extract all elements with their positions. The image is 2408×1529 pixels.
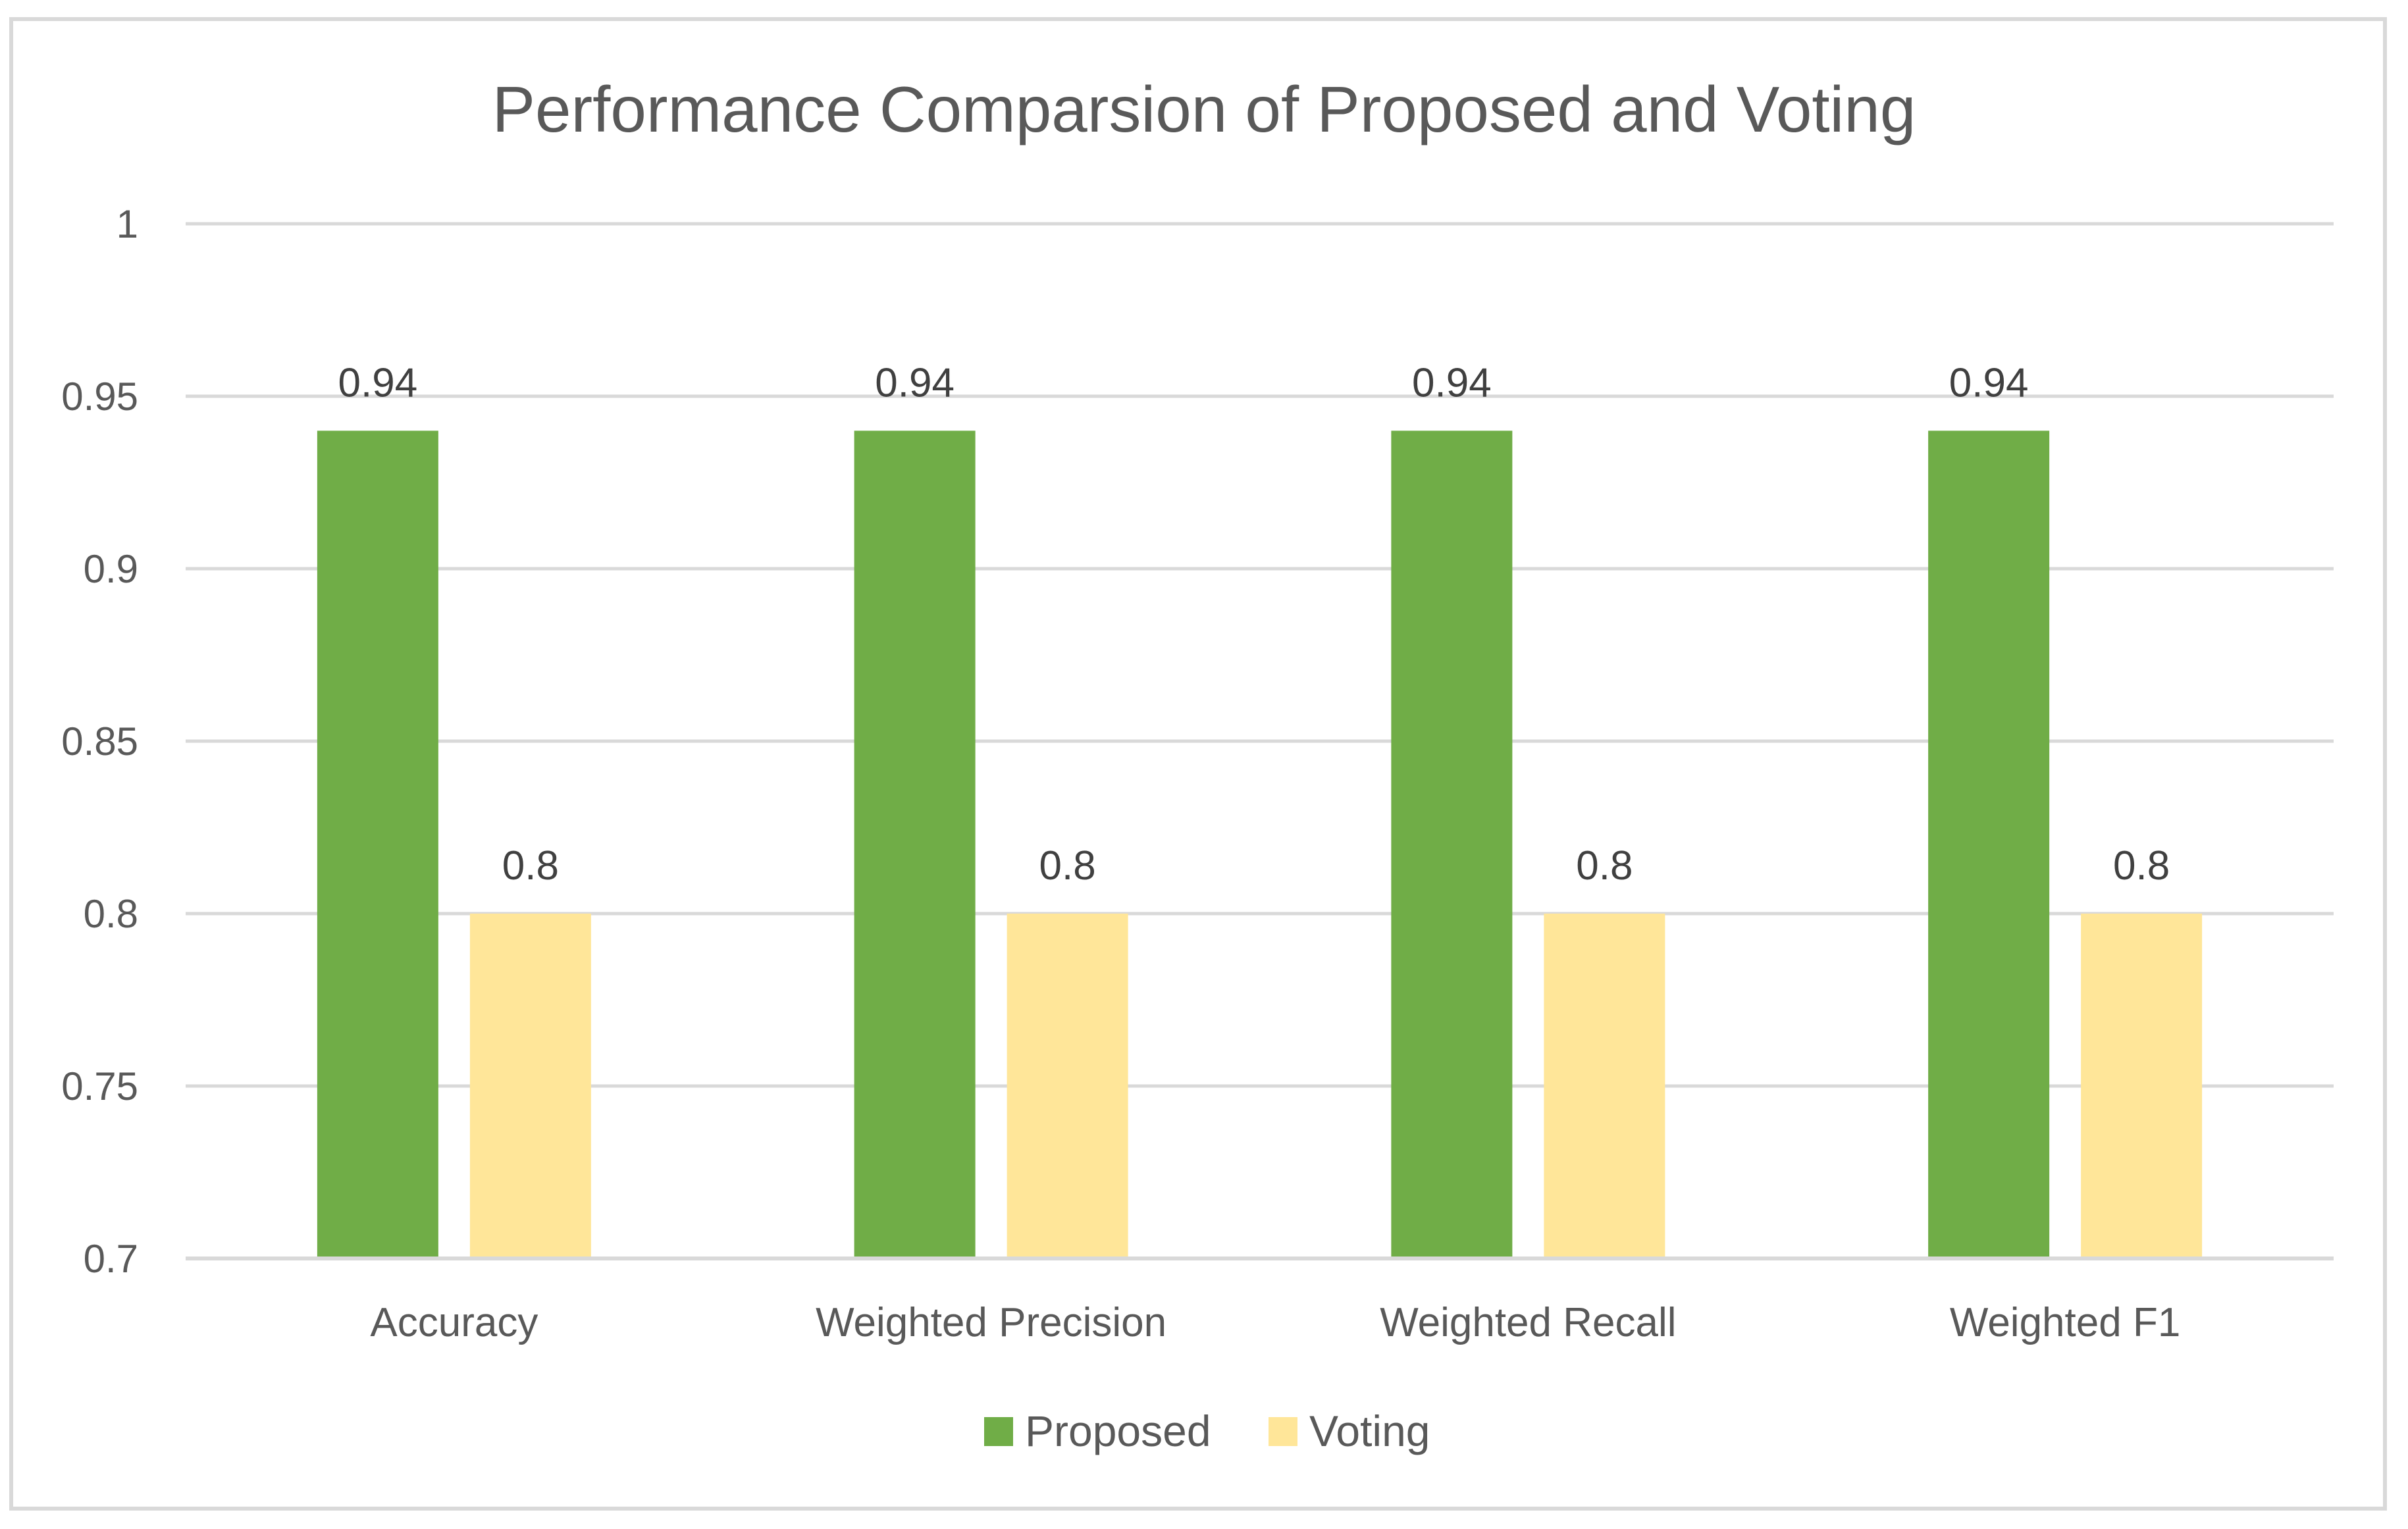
y-tick-label: 0.75 <box>61 1064 138 1108</box>
data-label: 0.8 <box>502 843 559 889</box>
data-label: 0.94 <box>875 360 955 405</box>
bar-proposed-weighted-f1 <box>1928 430 2050 1257</box>
legend-label-proposed: Proposed <box>1025 1407 1211 1455</box>
y-tick-label: 0.7 <box>84 1237 138 1281</box>
legend: Proposed Voting <box>984 1407 1430 1455</box>
y-axis-ticks: 0.7 0.75 0.8 0.85 0.9 0.95 1 <box>61 202 138 1281</box>
y-tick-label: 0.85 <box>61 719 138 764</box>
legend-swatch-proposed <box>984 1417 1013 1446</box>
data-label: 0.8 <box>1576 843 1633 889</box>
category-label: Weighted Recall <box>1380 1300 1676 1345</box>
legend-swatch-voting <box>1269 1417 1297 1446</box>
y-tick-label: 1 <box>117 202 138 246</box>
bar-voting-weighted-recall <box>1544 914 1665 1257</box>
category-label: Weighted Precision <box>816 1300 1166 1345</box>
bars <box>317 430 2203 1257</box>
data-labels: 0.94 0.8 0.94 0.8 0.94 0.8 0.94 0.8 <box>338 360 2170 889</box>
bar-proposed-accuracy <box>317 430 438 1257</box>
bar-voting-accuracy <box>469 914 591 1257</box>
category-label: Accuracy <box>370 1300 538 1345</box>
data-label: 0.94 <box>1949 360 2029 405</box>
data-label: 0.8 <box>1039 843 1096 889</box>
bar-proposed-weighted-precision <box>854 430 976 1257</box>
data-label: 0.94 <box>338 360 418 405</box>
y-tick-label: 0.8 <box>84 892 138 936</box>
bar-voting-weighted-precision <box>1007 914 1128 1257</box>
y-tick-label: 0.95 <box>61 375 138 419</box>
bar-voting-weighted-f1 <box>2081 914 2203 1257</box>
y-tick-label: 0.9 <box>84 547 138 591</box>
data-label: 0.8 <box>2113 843 2170 889</box>
bar-proposed-weighted-recall <box>1391 430 1513 1257</box>
legend-label-voting: Voting <box>1309 1407 1430 1455</box>
data-label: 0.94 <box>1412 360 1492 405</box>
chart-title: Performance Comparsion of Proposed and V… <box>492 73 1916 145</box>
category-label: Weighted F1 <box>1950 1300 2180 1345</box>
x-axis-categories: Accuracy Weighted Precision Weighted Recal… <box>370 1300 2180 1345</box>
